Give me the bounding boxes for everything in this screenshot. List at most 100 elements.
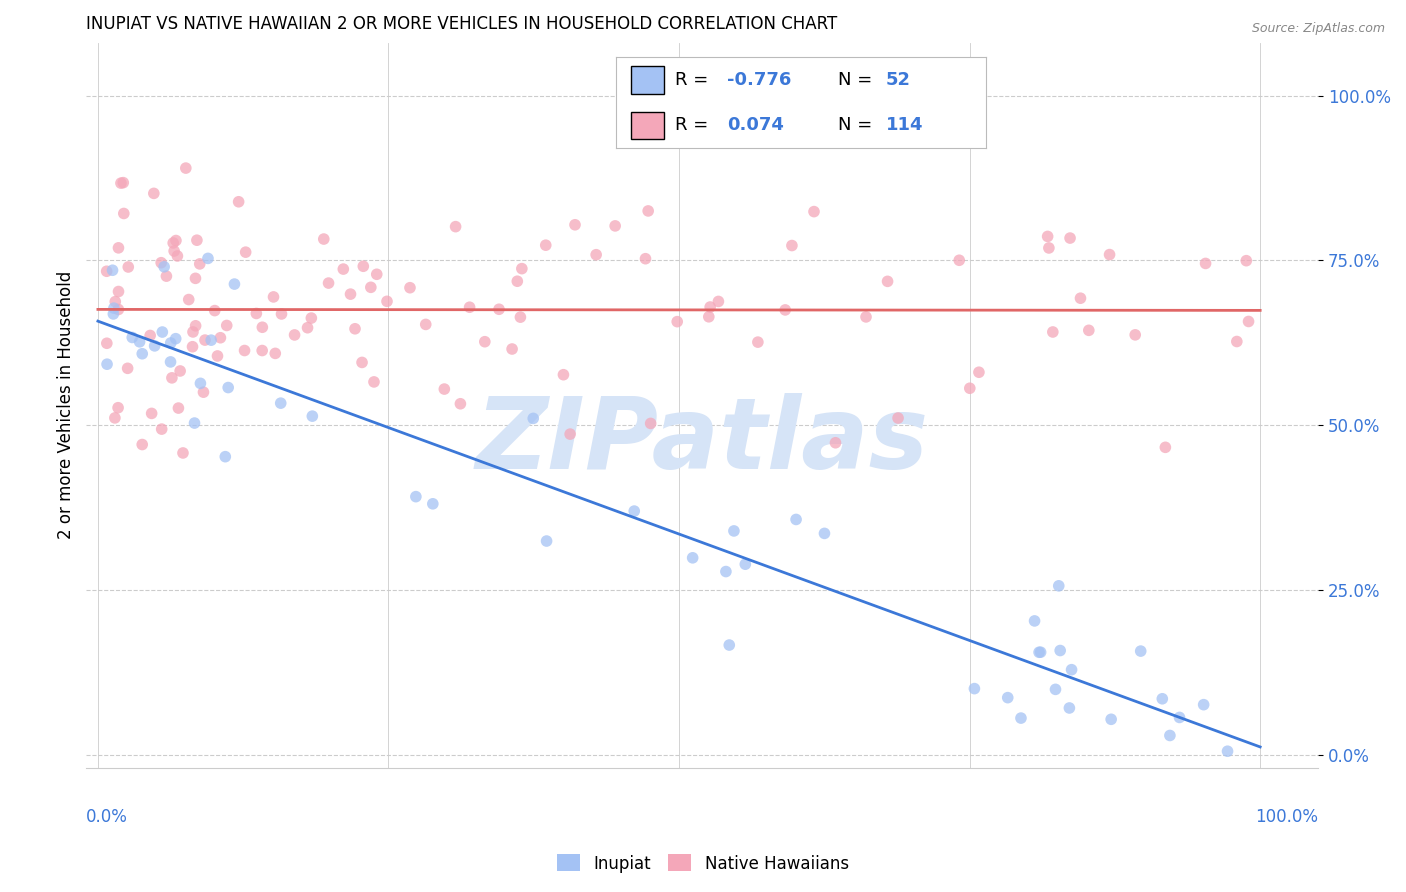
Point — [510, 261, 533, 276]
Point — [1042, 325, 1064, 339]
Point — [560, 427, 582, 442]
Point — [150, 256, 173, 270]
Text: INUPIAT VS NATIVE HAWAIIAN 2 OR MORE VEHICLES IN HOUSEHOLD CORRELATION CHART: INUPIAT VS NATIVE HAWAIIAN 2 OR MORE VEH… — [86, 15, 838, 33]
Point — [209, 331, 232, 345]
Point — [449, 397, 471, 411]
Point — [1234, 253, 1257, 268]
Text: ZIPatlas: ZIPatlas — [475, 393, 929, 490]
Point — [501, 342, 523, 356]
Point — [103, 307, 125, 321]
Point — [803, 204, 825, 219]
Point — [1036, 229, 1059, 244]
Point — [585, 248, 607, 262]
Point — [150, 422, 173, 436]
Point — [1159, 729, 1181, 743]
Point — [1059, 701, 1081, 715]
Point — [250, 343, 273, 358]
Point — [682, 550, 704, 565]
Text: Source: ZipAtlas.com: Source: ZipAtlas.com — [1251, 22, 1385, 36]
Point — [375, 294, 398, 309]
Point — [780, 238, 803, 252]
Point — [564, 218, 586, 232]
Point — [1059, 231, 1081, 245]
Point — [747, 335, 769, 350]
Point — [169, 364, 191, 378]
Point — [107, 285, 129, 299]
Point — [360, 280, 382, 294]
Point — [235, 245, 257, 260]
Point — [284, 327, 307, 342]
Point — [350, 355, 373, 369]
Point — [167, 401, 190, 415]
Point — [131, 437, 153, 451]
Point — [474, 334, 496, 349]
Point — [96, 264, 118, 278]
Point — [1216, 744, 1239, 758]
Point — [184, 271, 207, 285]
Point — [1024, 614, 1046, 628]
Point — [107, 401, 129, 415]
Point — [181, 340, 204, 354]
Point — [1038, 241, 1060, 255]
Point — [433, 382, 456, 396]
Point — [215, 318, 238, 333]
Point — [233, 343, 256, 358]
Y-axis label: 2 or more Vehicles in Household: 2 or more Vehicles in Household — [58, 271, 75, 540]
Point — [1098, 247, 1121, 261]
Point — [707, 294, 730, 309]
Point — [773, 302, 796, 317]
Point — [112, 206, 135, 220]
Point — [1194, 256, 1216, 270]
Point — [785, 512, 807, 526]
Point — [640, 417, 662, 431]
Point — [224, 277, 246, 291]
Point — [299, 311, 322, 326]
Point — [165, 332, 187, 346]
Point — [553, 368, 575, 382]
Point — [399, 281, 422, 295]
Point — [107, 241, 129, 255]
Point — [121, 330, 143, 344]
Point — [366, 267, 388, 281]
Point — [522, 411, 544, 425]
Point — [605, 219, 627, 233]
Point — [1237, 314, 1260, 328]
Point — [139, 328, 162, 343]
Point — [1123, 327, 1146, 342]
Point — [160, 371, 183, 385]
Point — [153, 260, 176, 274]
Point — [509, 310, 531, 325]
Point — [107, 302, 129, 317]
Point — [1192, 698, 1215, 712]
Point — [186, 233, 208, 247]
Point — [252, 320, 274, 334]
Point — [96, 357, 118, 371]
Point — [1060, 663, 1083, 677]
Point — [444, 219, 467, 234]
Point — [458, 300, 481, 314]
Point — [415, 318, 437, 332]
Text: 100.0%: 100.0% — [1256, 807, 1319, 826]
Point — [1010, 711, 1032, 725]
Point — [1069, 291, 1091, 305]
Point — [405, 490, 427, 504]
Point — [131, 347, 153, 361]
Point — [1029, 645, 1052, 659]
Point — [128, 334, 150, 349]
Point — [887, 411, 910, 425]
Point — [363, 375, 385, 389]
Point — [103, 301, 125, 315]
Point — [117, 361, 139, 376]
Point — [159, 336, 181, 351]
Point — [339, 287, 361, 301]
Point — [143, 339, 166, 353]
Point — [245, 306, 267, 320]
Point — [422, 497, 444, 511]
Point — [1168, 710, 1191, 724]
Point — [714, 565, 737, 579]
Point — [637, 203, 659, 218]
Point — [1129, 644, 1152, 658]
Point — [948, 253, 970, 268]
Point — [183, 416, 205, 430]
Point — [101, 263, 124, 277]
